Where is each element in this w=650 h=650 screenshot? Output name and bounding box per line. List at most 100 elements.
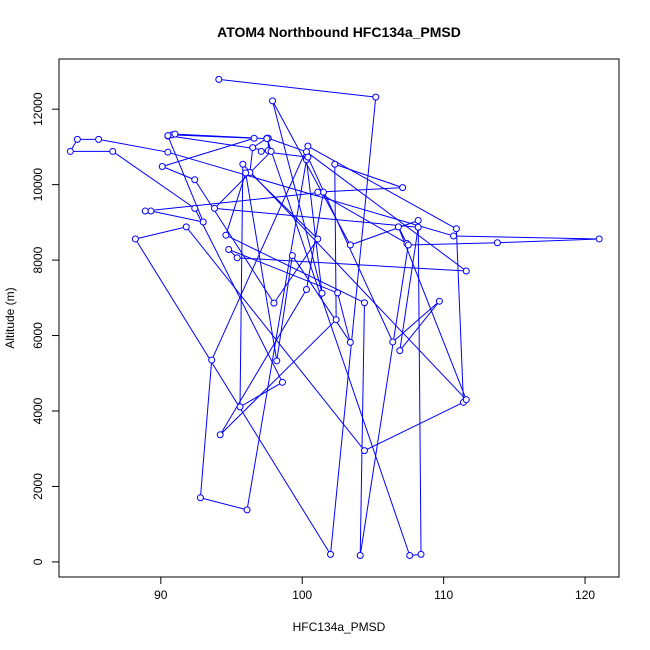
data-point <box>288 252 296 260</box>
data-point <box>141 207 149 215</box>
y-tick-label: 10000 <box>31 168 45 202</box>
series-segment <box>273 238 319 304</box>
series-segment <box>399 300 440 351</box>
data-point <box>147 207 155 215</box>
data-point <box>435 297 443 305</box>
data-point <box>250 134 258 142</box>
data-point <box>450 232 458 240</box>
data-point <box>414 223 422 231</box>
series-segment <box>307 145 457 230</box>
y-axis: 0 2000 4000 6000 8000 10000 12000 <box>31 92 60 565</box>
data-point <box>356 551 364 559</box>
data-point <box>191 176 199 184</box>
data-point <box>222 231 230 239</box>
series-segment <box>112 151 196 209</box>
series-segment <box>334 163 403 189</box>
series-segment <box>134 238 331 555</box>
series-segment <box>194 208 283 383</box>
series-segment <box>185 226 365 451</box>
data-point <box>389 338 397 346</box>
data-point <box>414 216 422 224</box>
series-segment <box>239 164 244 407</box>
series-segment <box>337 292 351 343</box>
data-point <box>257 147 265 155</box>
data-point <box>109 147 117 155</box>
data-point <box>196 494 204 502</box>
series-segment <box>162 166 195 181</box>
x-tick-label: 110 <box>434 588 453 602</box>
y-tick-label: 6000 <box>31 322 45 349</box>
x-tick-label: 120 <box>575 588 595 602</box>
data-point <box>66 147 74 155</box>
x-tick-label: 100 <box>292 588 312 602</box>
data-point <box>263 135 271 143</box>
series-segment <box>317 187 403 193</box>
data-point <box>394 223 402 231</box>
data-point <box>164 148 172 156</box>
series-segment <box>397 226 467 400</box>
series-segment <box>455 228 464 403</box>
y-axis-label: Altitude (m) <box>3 287 17 348</box>
series-segment <box>291 255 351 343</box>
data-point <box>211 204 219 212</box>
series-segment <box>399 227 419 351</box>
series-segment <box>417 220 422 555</box>
series-segment <box>150 210 204 223</box>
data-point <box>406 551 414 559</box>
data-point <box>360 299 368 307</box>
data-point <box>215 75 223 83</box>
data-point <box>462 267 470 275</box>
data-point <box>327 550 335 558</box>
y-tick-label: 12000 <box>31 92 45 126</box>
data-point <box>404 241 412 249</box>
y-tick-label: 4000 <box>31 397 45 424</box>
data-point <box>462 396 470 404</box>
series-segment <box>228 249 338 294</box>
series-segment <box>98 138 168 153</box>
series-segment <box>272 100 323 294</box>
data-point <box>318 289 326 297</box>
data-point <box>595 235 603 243</box>
series-segment <box>350 220 419 246</box>
y-tick-label: 2000 <box>31 473 45 500</box>
data-point <box>278 378 286 386</box>
series-segment <box>200 497 248 511</box>
series-segment <box>199 360 213 498</box>
series-segment <box>219 319 337 436</box>
series-segment <box>266 138 411 556</box>
series-segment <box>359 302 365 556</box>
data-point <box>346 241 354 249</box>
series-segment <box>167 151 454 237</box>
series-segment <box>497 238 600 244</box>
data-point <box>396 347 404 355</box>
series-segment <box>276 255 293 361</box>
series-segment <box>194 179 275 304</box>
series-segment <box>245 172 278 361</box>
series-segment <box>453 235 600 240</box>
x-axis: 90 100 110 120 <box>154 576 595 602</box>
data-point <box>208 356 216 364</box>
data-point <box>332 316 340 324</box>
series-segment <box>268 137 307 153</box>
data-point <box>493 239 501 247</box>
data-point <box>267 147 275 155</box>
data-point <box>73 135 81 143</box>
data-point <box>158 163 166 171</box>
data-point <box>216 431 224 439</box>
data-point <box>314 188 322 196</box>
data-point <box>346 338 354 346</box>
series-segment <box>225 234 365 304</box>
data-point <box>171 130 179 138</box>
series-segment <box>306 151 467 272</box>
series-points <box>66 75 603 559</box>
data-point <box>233 254 241 262</box>
data-point <box>372 93 380 101</box>
series-segment <box>162 137 255 168</box>
data-point <box>199 218 207 226</box>
data-point <box>331 160 339 168</box>
data-point <box>269 97 277 105</box>
y-tick-label: 0 <box>31 558 45 565</box>
chart-title: ATOM4 Northbound HFC134a_PMSD <box>217 24 461 40</box>
data-point <box>417 550 425 558</box>
series-segment <box>225 172 247 236</box>
